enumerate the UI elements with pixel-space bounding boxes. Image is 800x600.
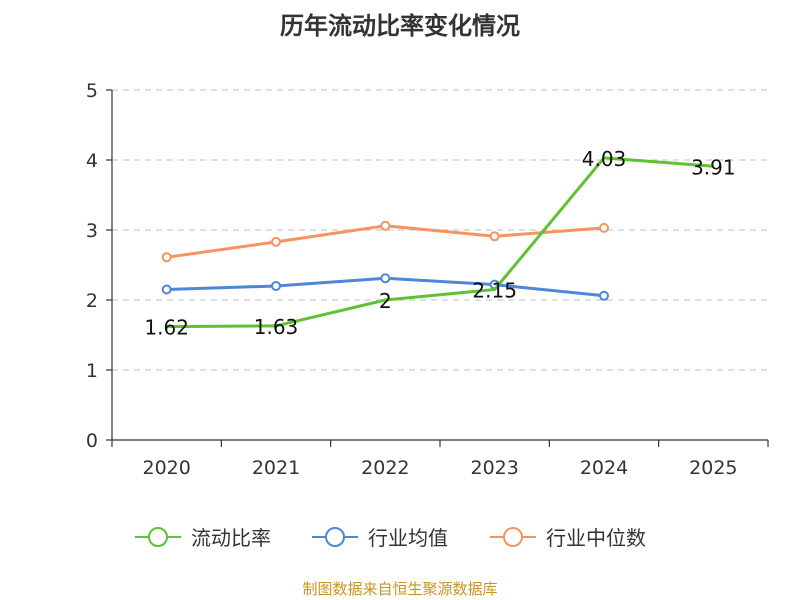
- data-labels: 1.62 1.63 2 2.15 4.03 3.91: [144, 147, 735, 340]
- y-tick-label: 2: [86, 290, 98, 312]
- y-tick-label: 1: [86, 360, 98, 382]
- x-tick-label: 2021: [252, 457, 300, 479]
- data-label: 1.62: [144, 316, 189, 340]
- legend: 流动比率 行业均值 行业中位数: [135, 526, 646, 550]
- legend-label: 行业均值: [368, 526, 448, 550]
- series-point-2: [599, 222, 609, 233]
- y-tick-label: 0: [86, 430, 98, 452]
- legend-label: 行业中位数: [546, 526, 646, 550]
- series-point-2: [161, 252, 172, 263]
- x-tick-label: 2023: [470, 457, 518, 479]
- series-point-1: [271, 281, 281, 291]
- legend-marker: [148, 527, 168, 547]
- data-label: 2.15: [472, 279, 517, 303]
- series-point-2: [380, 220, 391, 231]
- x-tick-label: 2025: [689, 457, 737, 479]
- x-tick-label: 2020: [142, 457, 190, 479]
- data-label: 1.63: [254, 315, 299, 339]
- y-tick-label: 5: [86, 80, 98, 102]
- series-line-0: [166, 156, 714, 329]
- source-note: 制图数据来自恒生聚源数据库: [302, 580, 498, 598]
- data-label: 2: [379, 289, 392, 313]
- legend-marker: [503, 527, 523, 547]
- data-label: 4.03: [582, 147, 627, 171]
- series-group: [161, 156, 714, 329]
- series-point-1: [599, 290, 609, 301]
- series-point-1: [161, 284, 172, 295]
- axes: 0 1 2 3 4 5 2020 2021 2022 2023 2024 2025: [86, 80, 769, 479]
- x-tick-label: 2024: [580, 457, 628, 479]
- chart-title: 历年流动比率变化情况: [280, 12, 520, 40]
- y-tick-label: 3: [86, 220, 98, 242]
- legend-marker: [325, 527, 345, 547]
- data-label: 3.91: [691, 155, 736, 179]
- series-point-1: [380, 273, 391, 284]
- legend-label: 流动比率: [191, 526, 271, 550]
- series-point-2: [489, 231, 500, 242]
- x-tick-label: 2022: [361, 457, 409, 479]
- y-tick-label: 4: [86, 150, 98, 172]
- series-point-2: [271, 236, 281, 247]
